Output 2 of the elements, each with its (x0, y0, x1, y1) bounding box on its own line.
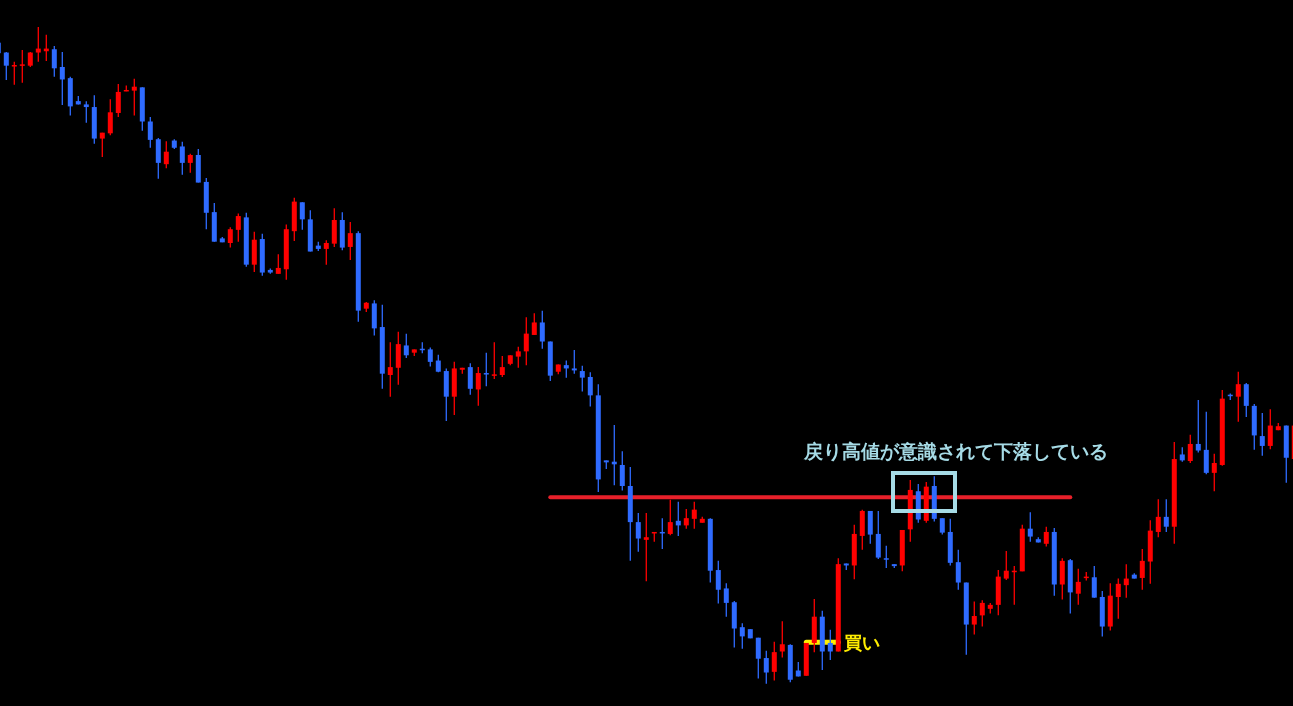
annotation: 戻り高値が意識されて下落している (803, 440, 1108, 462)
series-label: 買い (843, 632, 881, 654)
